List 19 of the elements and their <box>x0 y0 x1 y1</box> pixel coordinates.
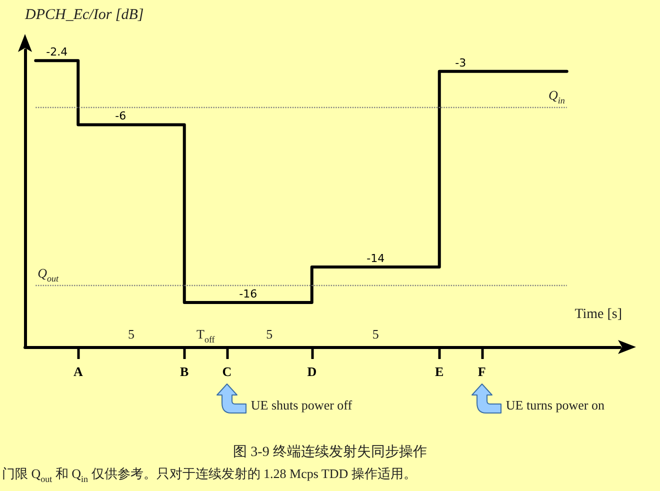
text: UE turns power on <box>506 398 605 412</box>
x-tick-label: A <box>73 364 84 379</box>
x-tick-label: C <box>222 364 232 379</box>
x-tick-label: F <box>478 364 486 379</box>
data-label: -6 <box>115 110 126 123</box>
annotation: 5 <box>266 326 273 342</box>
text: UE shuts power off <box>250 398 353 412</box>
x-tick-label: D <box>307 364 317 379</box>
x-axis-title: Time [s] <box>574 307 622 322</box>
annotation: 5 <box>372 326 379 342</box>
annotation: 5 <box>128 326 134 342</box>
x-tick-label: B <box>180 364 190 379</box>
data-label: -3 <box>455 56 466 70</box>
data-label: -2.4 <box>46 46 68 59</box>
data-label: -16 <box>239 288 258 301</box>
data-label: -14 <box>366 252 385 265</box>
x-tick-label: E <box>435 364 444 379</box>
y-axis-title: DPCH_Ec/Ior [dB] <box>24 7 144 23</box>
text: 图 3-9 终端连续发射失同步操作 <box>233 444 427 460</box>
